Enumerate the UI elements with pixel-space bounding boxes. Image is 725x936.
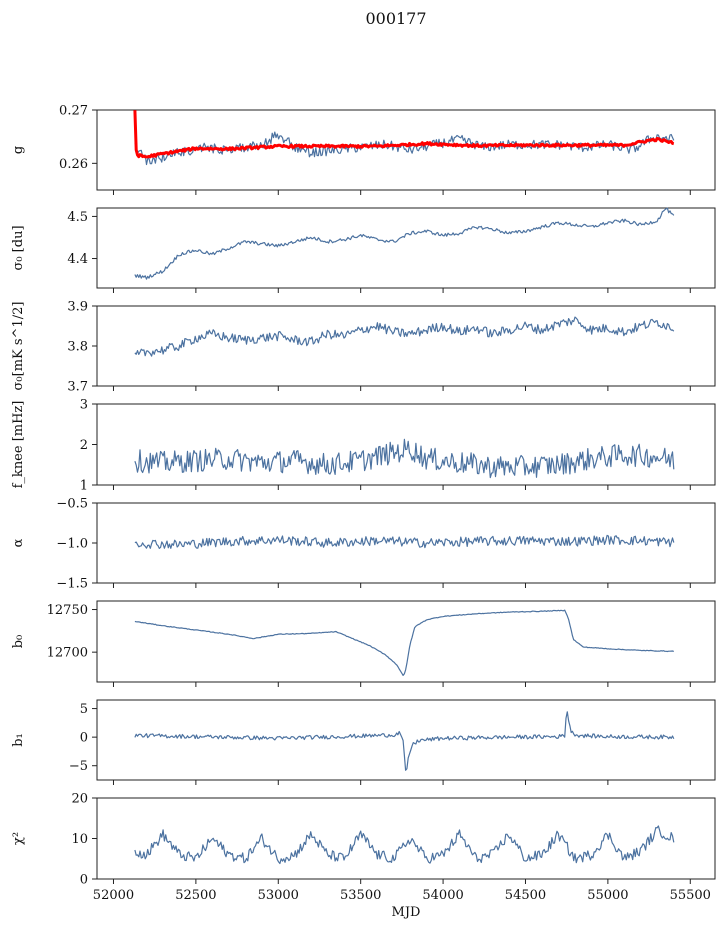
y-tick-label: 0.26 [59, 157, 88, 172]
x-tick-label: 52000 [93, 888, 134, 903]
plot-frame [96, 699, 716, 781]
x-axis-label: MJD [392, 905, 421, 920]
y-tick-label: 2 [80, 438, 88, 453]
panels: 0.26 0.27 g 4.4 4.5 σ₀ [du] 3.7 3.8 3.9 σ₀[mK s^1… [11, 104, 716, 920]
panel-2: 4.4 4.5 σ₀ [du] [11, 207, 716, 293]
panel-1: 0.26 0.27 g [11, 104, 716, 195]
y-tick-label: 0.27 [59, 104, 88, 119]
x-tick-label: 55000 [587, 888, 628, 903]
y-tick-label: 4.5 [67, 210, 88, 225]
y-axis-label: χ² [11, 832, 26, 845]
x-tick-label: 53500 [340, 888, 381, 903]
y-tick-label: 20 [71, 792, 88, 807]
y-tick-label: 3.9 [67, 300, 88, 315]
plot-frame [96, 797, 716, 880]
series-line-1 [134, 438, 675, 479]
x-tick-label: 53000 [258, 888, 299, 903]
panel-7: −5 0 5 b₁ [11, 699, 716, 785]
panel-3: 3.7 3.8 3.9 σ₀[mK s^1/2] [11, 300, 716, 395]
series-line-1 [134, 316, 675, 357]
series-line-1 [134, 207, 675, 280]
series-line-1 [134, 609, 674, 677]
x-tick-label: 54500 [505, 888, 546, 903]
y-tick-label: 3.8 [67, 340, 88, 355]
panel-6: 12700 12750 b₀ [11, 600, 716, 687]
y-tick-label: 3 [80, 398, 88, 413]
x-tick-label: 52500 [175, 888, 216, 903]
panel-5: −1.5 −1.0 −0.5 α [11, 497, 716, 592]
y-tick-label: 4.4 [67, 252, 88, 267]
y-tick-label: 10 [71, 832, 88, 847]
y-axis-label: σ₀ [du] [11, 225, 26, 270]
plot-frame [96, 403, 716, 486]
y-axis-label: α [11, 538, 26, 547]
y-tick-label: −1.5 [56, 577, 88, 592]
series-line-1 [134, 131, 675, 166]
x-tick-label: 55500 [670, 888, 711, 903]
y-tick-label: 3.7 [67, 380, 88, 395]
y-tick-label: −1.0 [56, 537, 88, 552]
plot-frame [96, 109, 716, 191]
y-axis-label: g [11, 146, 26, 154]
series-line-1 [134, 534, 675, 550]
plot-frame [96, 207, 716, 289]
y-tick-label: 0 [80, 873, 88, 888]
y-axis-label: b₁ [11, 733, 26, 747]
x-tick-label: 54000 [422, 888, 463, 903]
series-line-1 [134, 825, 675, 865]
y-tick-label: −0.5 [56, 497, 88, 512]
series-line-2 [133, 110, 675, 159]
y-tick-label: 12750 [47, 603, 88, 618]
y-tick-label: 0 [80, 731, 88, 746]
y-tick-label: 1 [80, 479, 88, 494]
y-tick-label: 5 [80, 702, 88, 717]
y-tick-label: −5 [69, 759, 88, 774]
plot-frame [96, 600, 716, 683]
y-axis-label: f_knee [mHz] [11, 401, 26, 489]
plot-frame [96, 305, 716, 387]
series-line-1 [134, 711, 675, 771]
panel-4: 1 2 3 f_knee [mHz] [11, 398, 716, 494]
panel-8: 0 10 20 52000 52500 53000 53500 54000 54500 55000… [11, 792, 716, 920]
figure-title: 000177 [365, 9, 426, 28]
y-axis-label: b₀ [11, 635, 26, 649]
y-axis-label: σ₀[mK s^1/2] [11, 302, 26, 391]
y-tick-label: 12700 [47, 646, 88, 661]
